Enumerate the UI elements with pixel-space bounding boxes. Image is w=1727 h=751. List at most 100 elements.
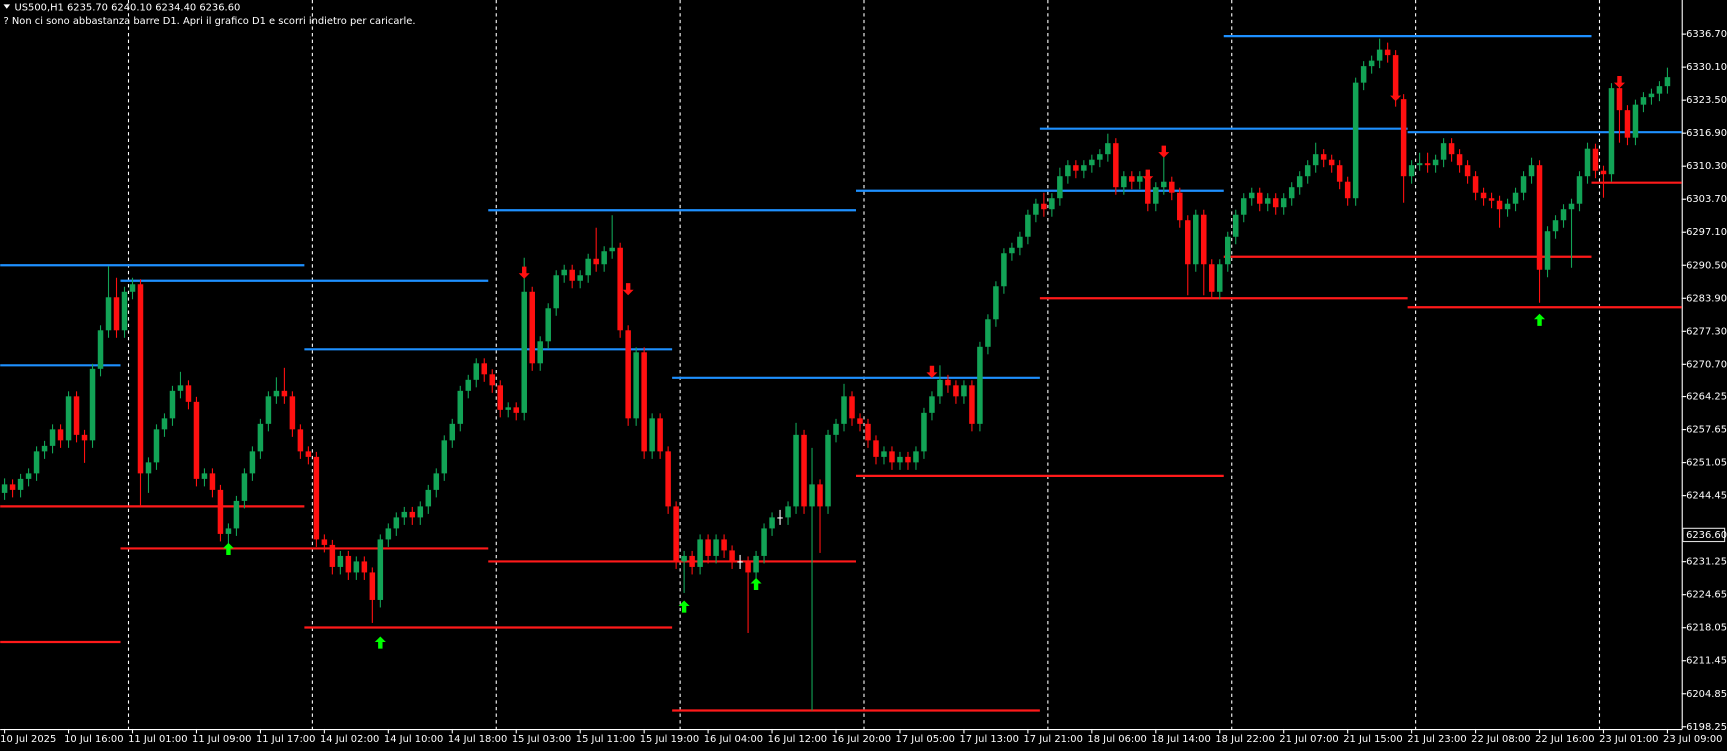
- y-tick-label: 6297.10: [1686, 227, 1727, 238]
- y-tick-label: 6316.90: [1686, 128, 1727, 139]
- candle-body: [1248, 192, 1255, 199]
- y-tick-label: 6336.70: [1686, 29, 1727, 40]
- candle-body: [961, 385, 967, 397]
- sell-arrow: [622, 283, 634, 296]
- candle-body: [929, 396, 935, 413]
- x-tick-label: 22 Jul 16:00: [1535, 734, 1594, 745]
- x-tick-label: 11 Jul 01:00: [128, 734, 187, 745]
- candle-body: [937, 379, 943, 397]
- candle-body: [809, 484, 815, 507]
- candle-body: [1280, 198, 1287, 208]
- x-tick-label: 15 Jul 19:00: [640, 734, 699, 745]
- candle-body: [1488, 198, 1495, 201]
- candle-body: [1272, 198, 1279, 208]
- candle-body: [641, 352, 647, 452]
- candle-body: [833, 423, 839, 435]
- candle-body: [633, 352, 639, 419]
- candle-body: [1161, 181, 1167, 188]
- candle-body: [1193, 214, 1199, 265]
- candle-body: [225, 528, 232, 534]
- buy-arrow: [1534, 313, 1546, 326]
- x-tick-label: 18 Jul 22:00: [1215, 734, 1274, 745]
- candle-body: [105, 297, 112, 331]
- x-tick-label: 18 Jul 06:00: [1087, 734, 1146, 745]
- candle-body: [1512, 192, 1519, 204]
- x-tick-label: 17 Jul 21:00: [1023, 734, 1082, 745]
- candle-body: [841, 396, 847, 424]
- candle-body: [993, 286, 999, 320]
- candle-body: [1256, 192, 1263, 204]
- candle-body: [593, 258, 599, 265]
- candle-body: [57, 429, 64, 441]
- candle-body: [713, 539, 719, 556]
- candle-body: [289, 396, 296, 430]
- candle-body: [1025, 214, 1031, 237]
- candle-body: [1097, 154, 1103, 160]
- candle-body: [1328, 159, 1335, 166]
- candle-body: [897, 456, 903, 463]
- candle-body: [545, 308, 551, 342]
- candle-body: [153, 429, 160, 463]
- candle-body: [1240, 198, 1247, 215]
- candle-body: [1568, 203, 1575, 210]
- collapse-icon[interactable]: [3, 4, 11, 9]
- candle-body: [481, 363, 488, 375]
- candle-body: [1065, 165, 1071, 177]
- candle-body: [1520, 176, 1527, 193]
- candle-body: [649, 418, 655, 452]
- candle-body: [801, 434, 807, 507]
- candle-body: [465, 379, 472, 391]
- candle-body: [361, 561, 368, 573]
- candle-body: [561, 269, 567, 276]
- candle-body: [273, 390, 280, 397]
- candle-body: [1113, 143, 1119, 188]
- candle-body: [1145, 176, 1151, 204]
- x-tick-label: 11 Jul 09:00: [192, 734, 251, 745]
- candle-body: [433, 473, 440, 490]
- y-tick-label: 6264.25: [1686, 392, 1727, 403]
- candle-body: [913, 451, 919, 463]
- candle-body: [1153, 187, 1159, 204]
- buy-arrow: [750, 577, 762, 591]
- candle-body: [689, 555, 695, 567]
- candle-body: [1584, 148, 1591, 177]
- candle-body: [177, 385, 184, 391]
- x-tick-label: 18 Jul 14:00: [1151, 734, 1210, 745]
- candle-body: [241, 473, 248, 501]
- candle-body: [1448, 143, 1455, 155]
- x-tick-label: 21 Jul 15:00: [1343, 734, 1402, 745]
- candle-body: [17, 478, 24, 490]
- candle-body: [625, 330, 631, 419]
- y-tick-label: 6218.05: [1686, 623, 1727, 634]
- y-tick-label: 6251.05: [1686, 458, 1727, 469]
- candle-body: [193, 401, 200, 479]
- candle-body: [1360, 66, 1367, 83]
- candle-body: [89, 368, 96, 441]
- candle-body: [849, 396, 855, 419]
- candle-body: [777, 517, 783, 519]
- candle-body: [1632, 104, 1639, 138]
- candle-body: [1440, 143, 1447, 160]
- candle-body: [1504, 203, 1511, 210]
- sell-arrow: [1158, 145, 1170, 158]
- candle-body: [1384, 49, 1391, 56]
- candle-body: [585, 258, 591, 276]
- candle-body: [873, 440, 879, 457]
- candle-body: [41, 445, 48, 452]
- x-tick-label: 14 Jul 02:00: [320, 734, 379, 745]
- x-tick-label: 23 Jul 09:00: [1663, 734, 1722, 745]
- candle-body: [785, 506, 791, 518]
- candle-body: [1264, 198, 1271, 204]
- y-tick-label: 6257.65: [1686, 425, 1727, 436]
- x-tick-label: 14 Jul 10:00: [384, 734, 443, 745]
- candle-body: [337, 555, 344, 567]
- candle-body: [889, 451, 895, 463]
- candle-body: [169, 390, 176, 419]
- candle-body: [49, 429, 56, 446]
- candle-body: [921, 412, 927, 452]
- candle-body: [569, 269, 575, 281]
- y-tick-label: 6330.10: [1686, 62, 1727, 73]
- candle-body: [865, 423, 871, 441]
- candle-body: [513, 407, 519, 413]
